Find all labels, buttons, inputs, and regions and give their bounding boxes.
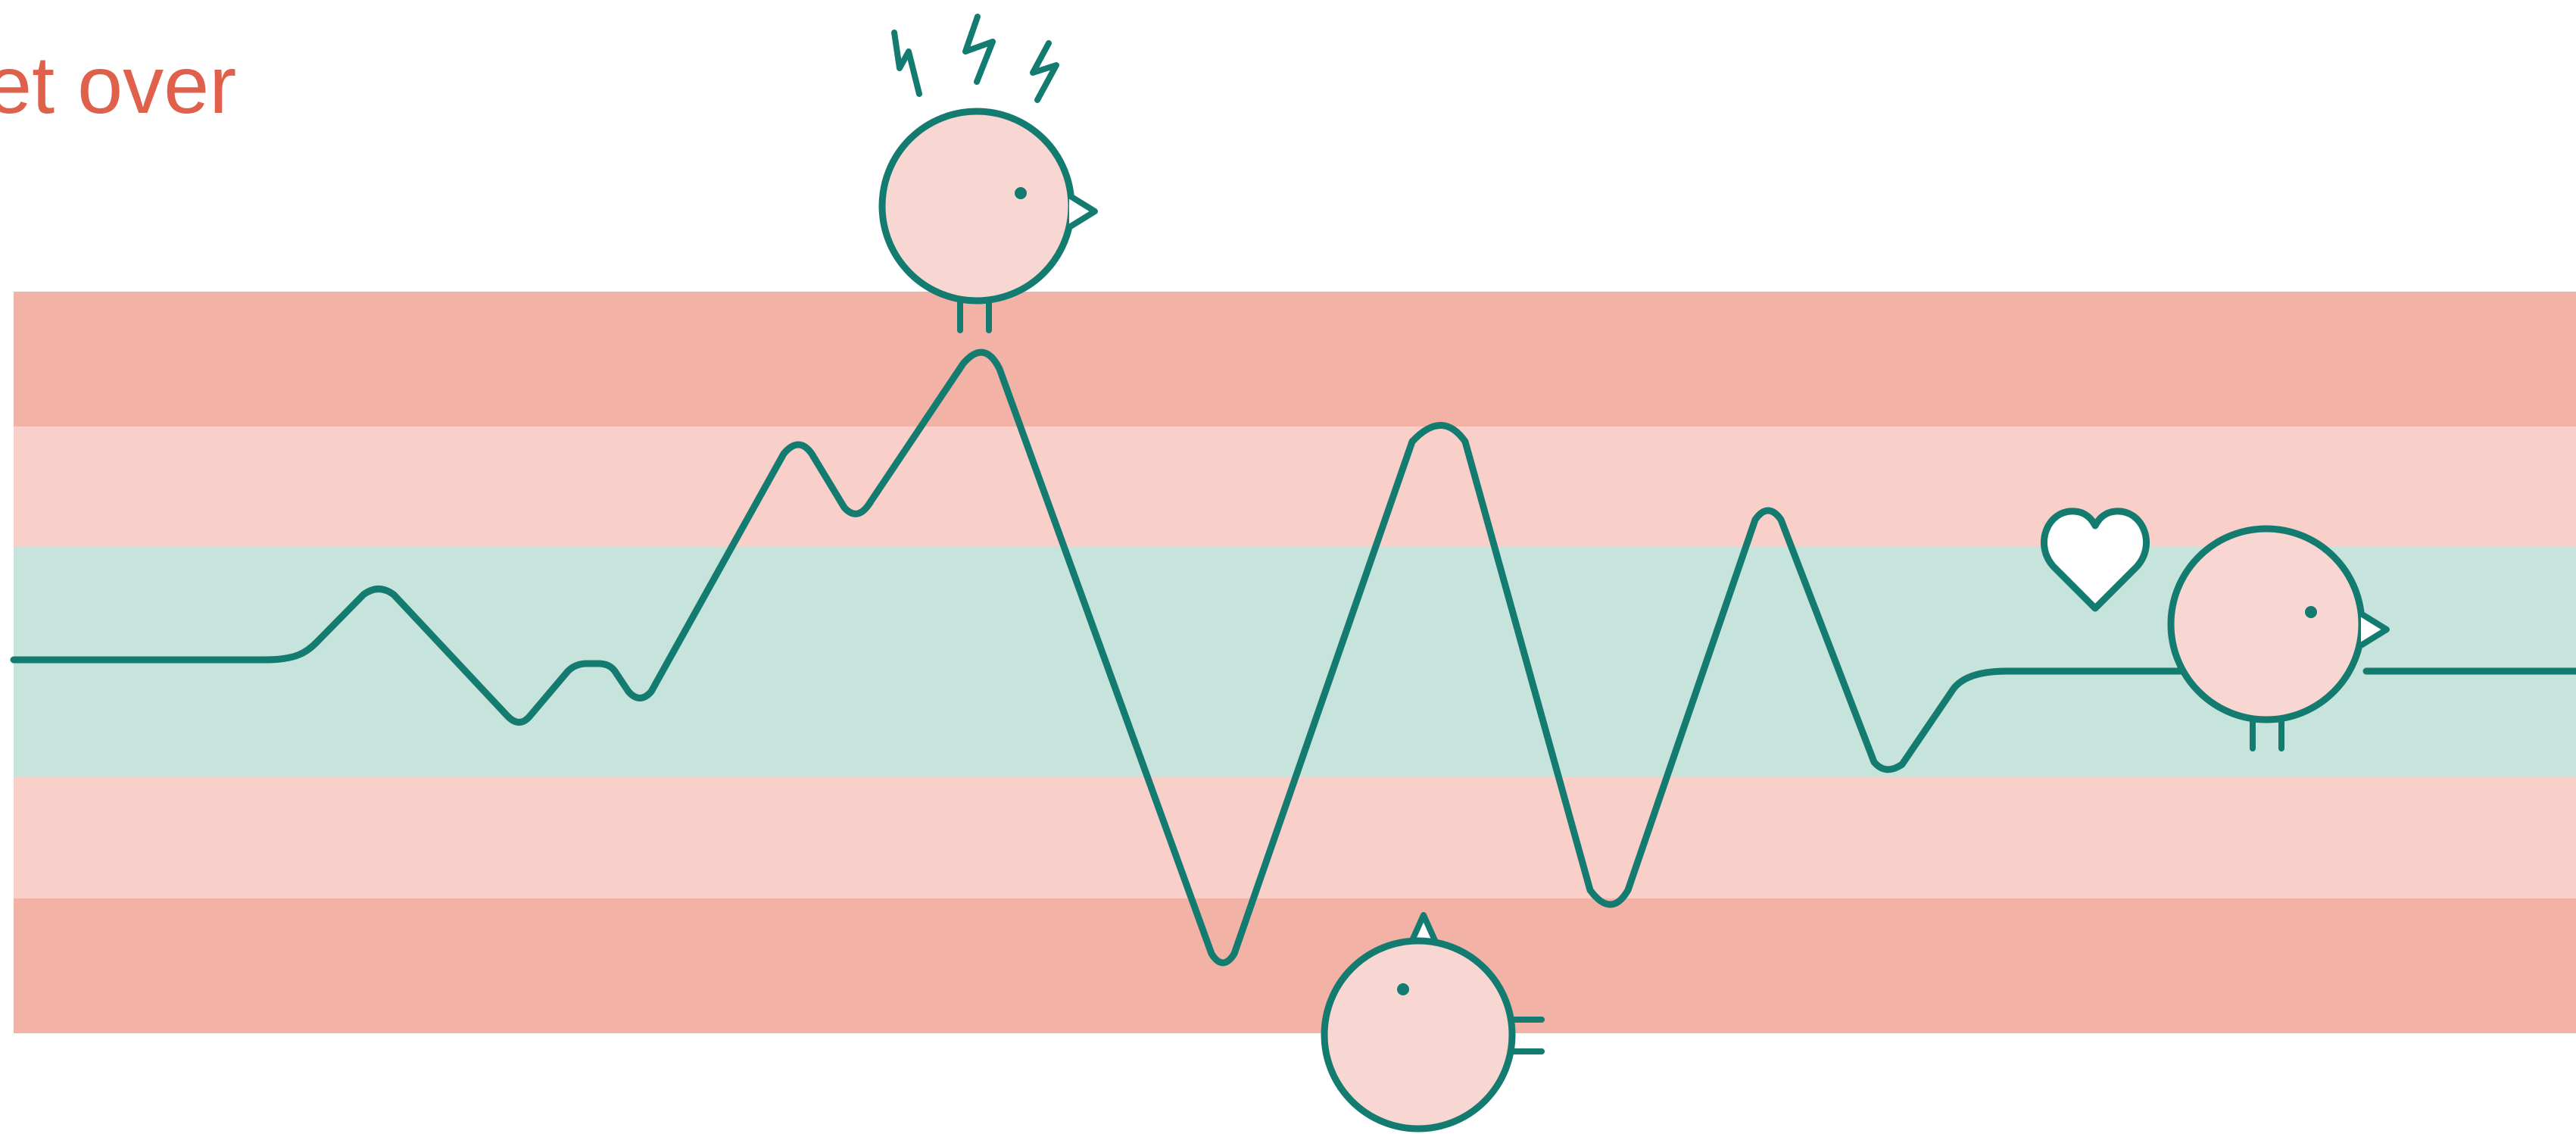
zone-middle-high — [14, 426, 2576, 546]
zone-calm — [14, 546, 2576, 777]
bird-body — [2167, 525, 2365, 723]
bird-eye — [1397, 983, 1409, 995]
agitated-bird — [878, 14, 1098, 333]
upside-down-bird — [1321, 912, 1545, 1132]
bird-legs — [2250, 717, 2284, 751]
emotion-wave-line — [10, 348, 2188, 967]
bird-eye — [1015, 187, 1027, 199]
bird-legs — [957, 298, 992, 333]
bird-eye — [2305, 606, 2317, 618]
bird-beak — [2359, 611, 2390, 648]
zone-outer-low — [14, 898, 2576, 1033]
bird-legs — [1508, 1017, 1545, 1054]
lightning-bolts-icon — [891, 14, 1059, 103]
zone-middle-low — [14, 777, 2576, 898]
heading-text: et over — [0, 39, 237, 130]
bird-body — [1321, 937, 1516, 1132]
bird-body — [878, 108, 1075, 305]
bird-beak — [1067, 192, 1098, 230]
heart-icon — [2040, 508, 2150, 612]
zone-outer-high — [14, 292, 2576, 426]
content-bird — [2040, 508, 2390, 751]
zone-bands — [14, 292, 2576, 1033]
